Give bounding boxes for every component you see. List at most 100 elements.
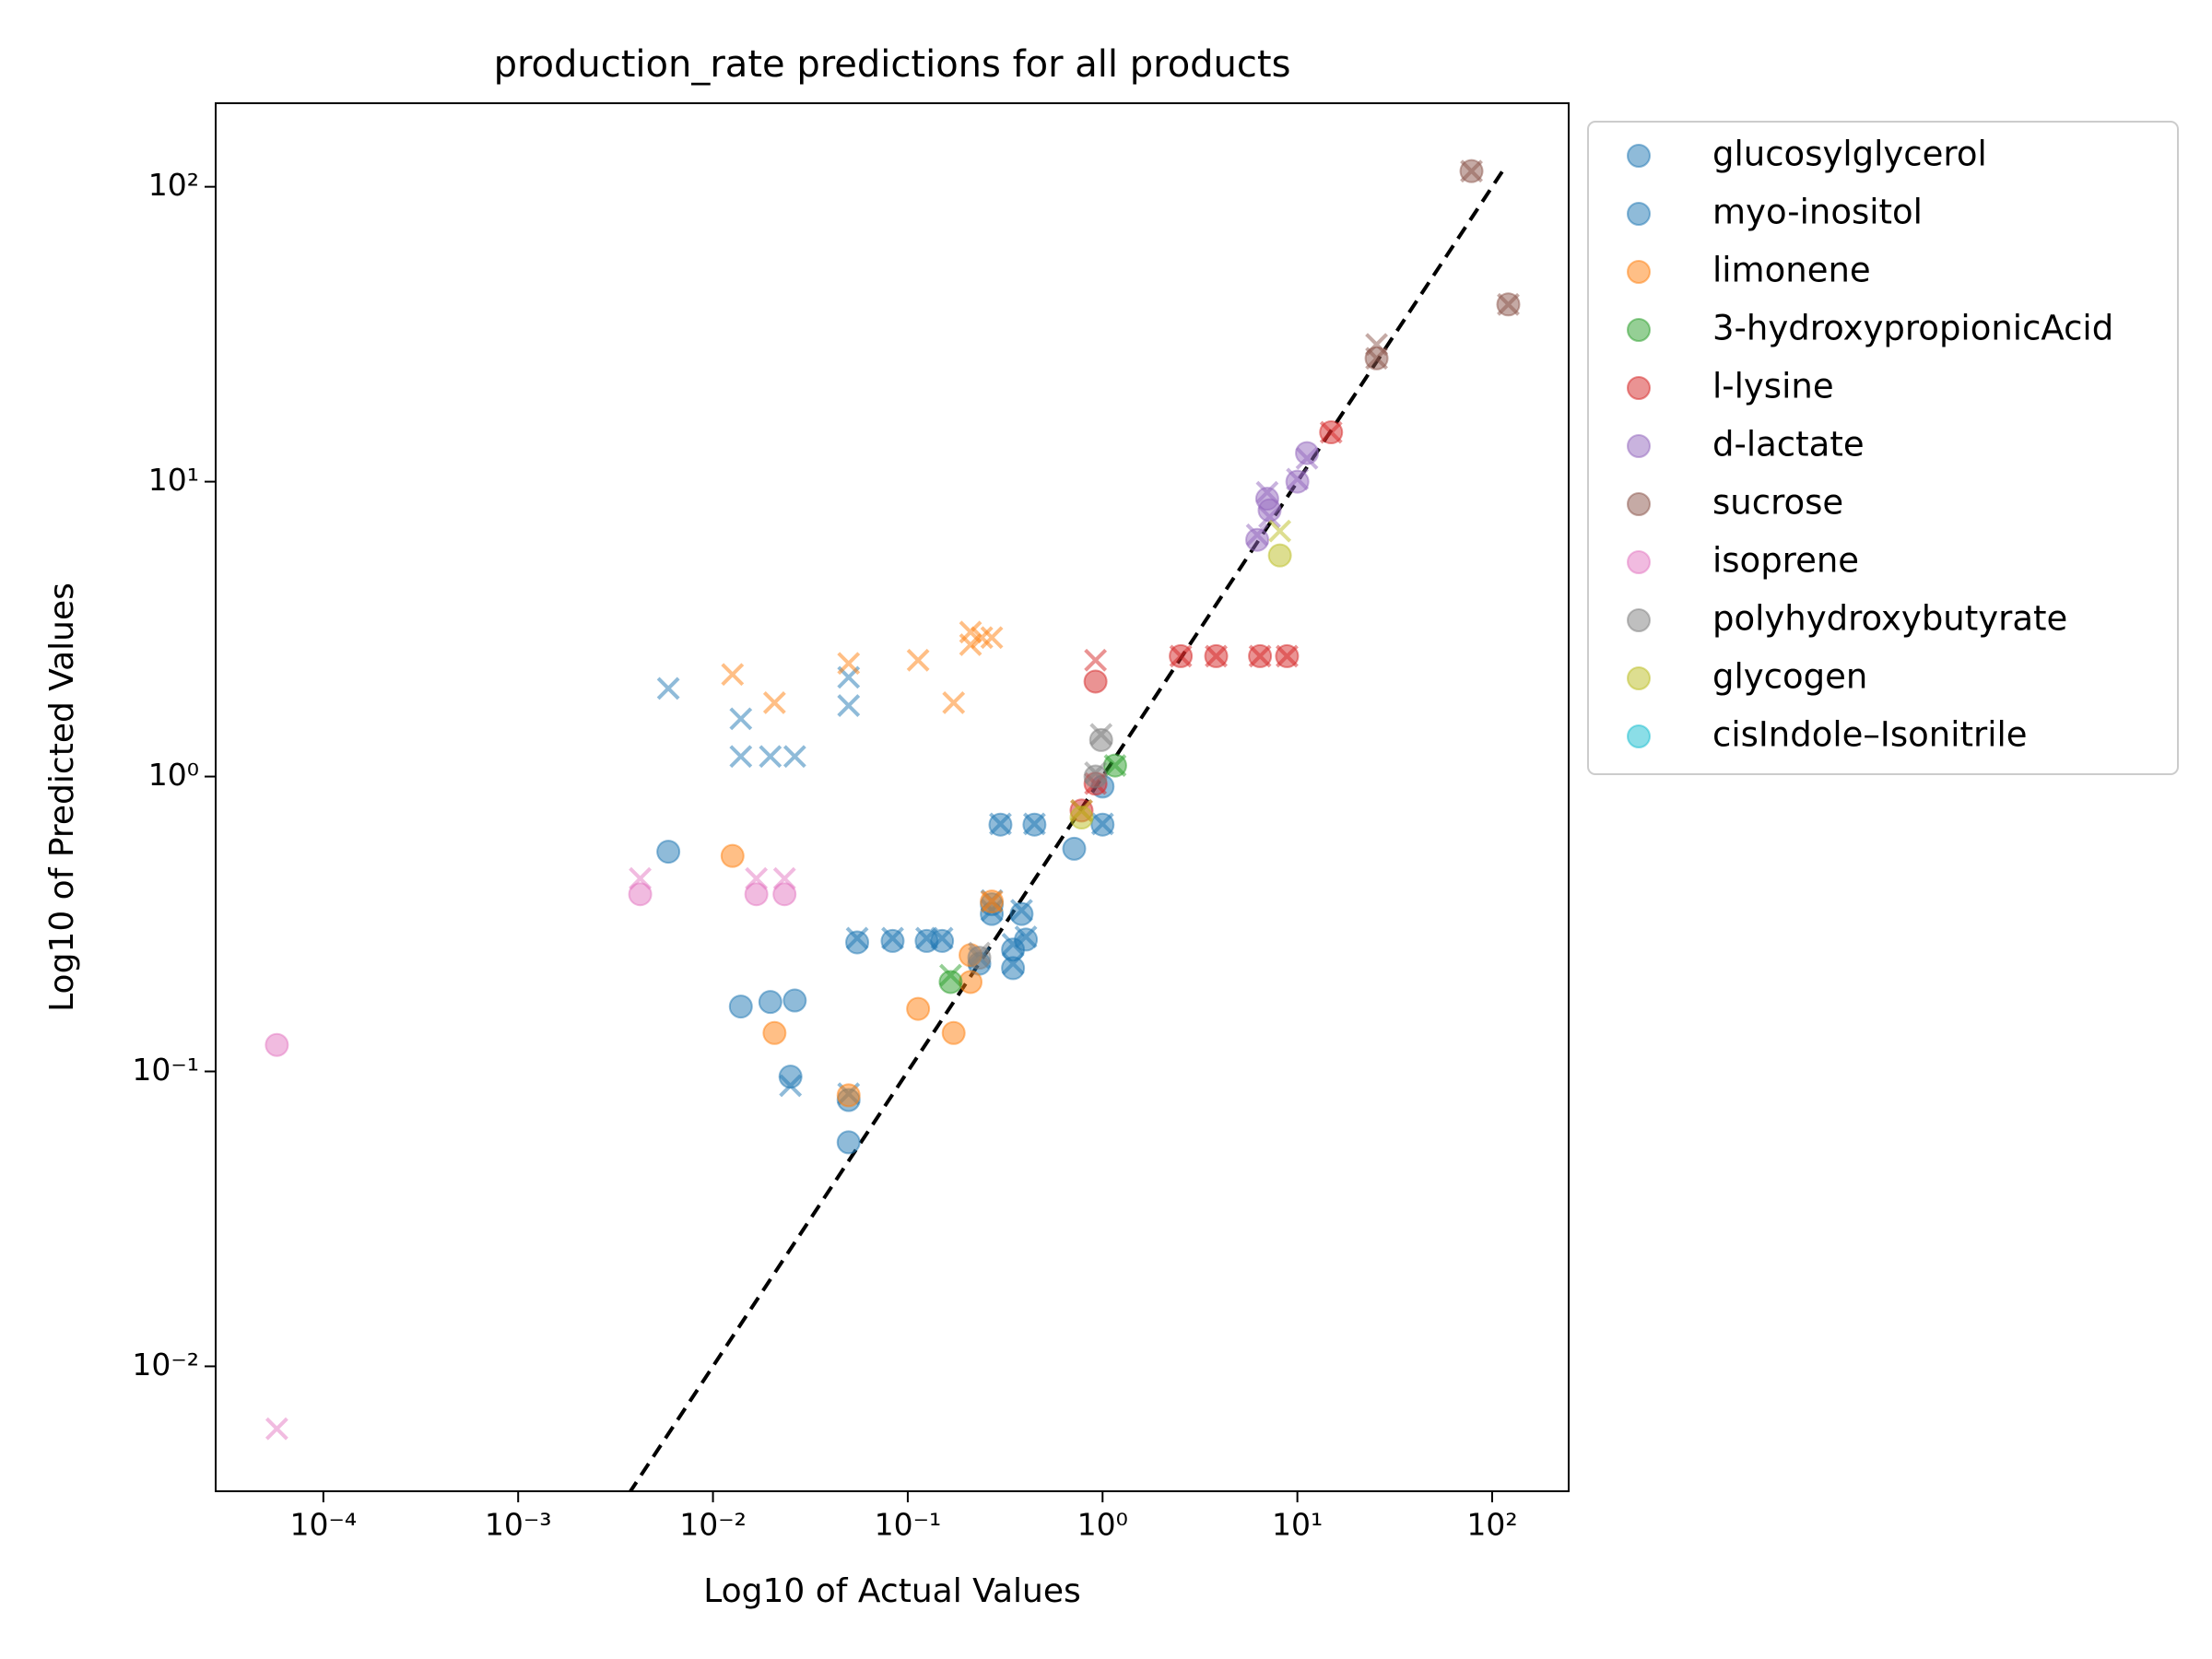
cross-point	[759, 745, 782, 769]
legend-marker	[1627, 492, 1651, 516]
cross-point	[970, 626, 994, 650]
legend-marker	[1627, 550, 1651, 574]
cross-point	[1460, 159, 1483, 183]
data-point	[656, 840, 681, 865]
legend-label: isoprene	[1712, 541, 1859, 581]
data-point	[930, 928, 955, 953]
cross-point	[721, 663, 745, 687]
y-axis-label: Log10 of Predicted Values	[43, 582, 81, 1012]
data-point	[1014, 927, 1039, 952]
cross-point	[629, 866, 653, 890]
cross-point	[1070, 798, 1093, 822]
cross-point	[942, 691, 966, 714]
data-point	[1245, 527, 1270, 552]
legend-label: l-lysine	[1712, 367, 1834, 406]
legend-label: polyhydroxybutyrate	[1712, 599, 2067, 639]
data-point	[1088, 727, 1113, 752]
legend-label: d-lactate	[1712, 425, 1865, 465]
data-point	[782, 988, 807, 1013]
y-tick-label: 10¹	[148, 462, 199, 498]
data-point	[1267, 543, 1292, 568]
data-point	[967, 946, 992, 971]
cross-point	[1286, 467, 1310, 491]
cross-point	[729, 707, 753, 731]
x-tick-label: 10⁰	[1077, 1507, 1128, 1543]
data-point	[1069, 806, 1094, 830]
cross-point	[1245, 523, 1269, 547]
cross-point	[881, 926, 904, 950]
cross-point	[1258, 505, 1281, 529]
data-point	[845, 930, 870, 955]
data-point	[1062, 836, 1087, 861]
data-point	[880, 928, 905, 953]
y-tick-label: 10⁻¹	[132, 1052, 199, 1088]
legend-marker	[1627, 724, 1651, 748]
data-point	[772, 882, 797, 907]
legend-box	[1587, 121, 2179, 775]
cross-point	[1014, 925, 1038, 948]
cross-point	[729, 745, 753, 769]
cross-point	[968, 941, 991, 965]
cross-point	[1001, 933, 1025, 956]
plot-area	[265, 159, 1521, 1491]
cross-point	[939, 963, 962, 987]
data-point	[728, 994, 753, 1019]
legend-label: glucosylglycerol	[1712, 135, 1987, 174]
legend-marker	[1627, 202, 1651, 226]
data-point	[906, 996, 931, 1021]
x-tick-label: 10⁻²	[679, 1507, 747, 1543]
cross-point	[1276, 644, 1299, 668]
legend-marker	[1627, 434, 1651, 458]
data-point	[1083, 764, 1108, 789]
cross-point	[779, 1074, 803, 1098]
cross-point	[980, 626, 1004, 650]
x-tick-label: 10⁻⁴	[290, 1507, 358, 1543]
cross-point	[1497, 292, 1520, 316]
x-tick-label: 10⁻¹	[875, 1507, 942, 1543]
cross-point	[656, 677, 680, 700]
x-tick-label: 10⁻³	[485, 1507, 552, 1543]
data-point	[265, 1032, 289, 1057]
chart-title: production_rate predictions for all prod…	[494, 43, 1291, 86]
data-point	[941, 1020, 966, 1045]
x-tick-label: 10¹	[1272, 1507, 1323, 1543]
cross-point	[1084, 648, 1108, 672]
cross-point	[782, 745, 806, 769]
cross-point	[980, 889, 1004, 913]
legend-label: 3-hydroxypropionicAcid	[1712, 309, 2113, 348]
cross-point	[1090, 812, 1114, 836]
cross-point	[1248, 644, 1272, 668]
cross-point	[837, 652, 861, 676]
legend-label: cisIndole–Isonitrile	[1712, 715, 2028, 755]
cross-point	[1205, 644, 1228, 668]
cross-point	[1010, 899, 1033, 923]
legend-label: myo-inositol	[1712, 193, 1923, 232]
cross-point	[745, 866, 769, 890]
legend-label: sucrose	[1712, 483, 1843, 523]
legend-marker	[1627, 318, 1651, 342]
data-point	[959, 970, 983, 994]
data-point	[1001, 956, 1026, 981]
legend-label: glycogen	[1712, 657, 1867, 697]
cross-point	[1295, 446, 1319, 470]
x-tick-label: 10²	[1466, 1507, 1517, 1543]
cross-point	[930, 926, 954, 950]
data-point	[762, 1020, 787, 1045]
data-point	[1009, 901, 1034, 926]
cross-point	[265, 1417, 288, 1441]
cross-point	[1319, 420, 1343, 444]
cross-point	[837, 694, 861, 717]
legend-label: limonene	[1712, 251, 1871, 290]
cross-point	[1365, 333, 1388, 357]
cross-point	[959, 620, 982, 644]
cross-point	[1084, 761, 1108, 784]
legend-marker	[1627, 666, 1651, 690]
x-axis-label: Log10 of Actual Values	[703, 1572, 1081, 1610]
y-tick-label: 10⁰	[148, 757, 199, 793]
legend-marker	[1627, 144, 1651, 168]
data-point	[1083, 669, 1108, 694]
legend-marker	[1627, 260, 1651, 284]
cross-point	[1103, 754, 1127, 777]
